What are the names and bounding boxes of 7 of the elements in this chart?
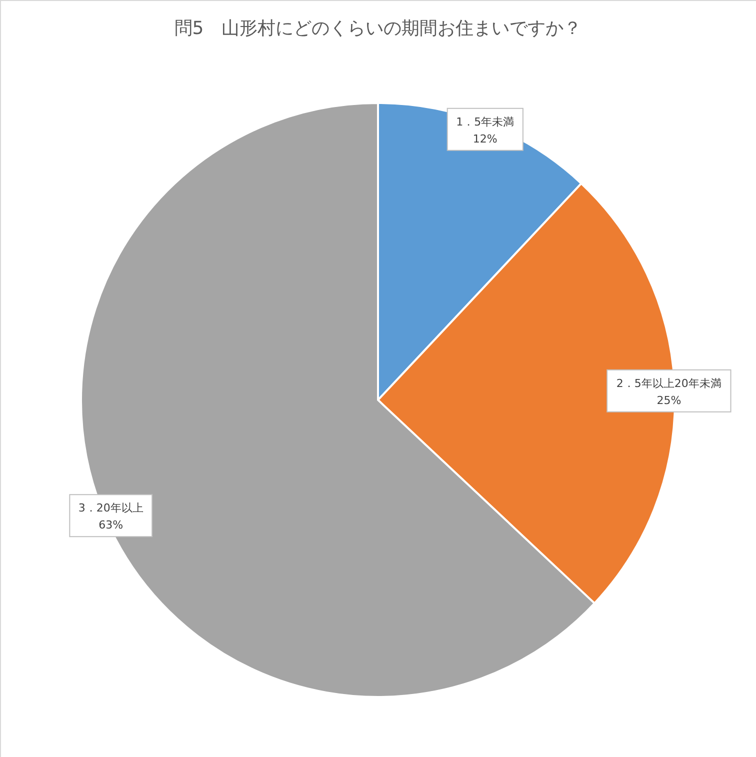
data-label: 63%	[98, 518, 124, 532]
slice-label: 2．5年以上20年未満	[616, 376, 722, 390]
chart-title: 問5 山形村にどのくらいの期間お住まいですか？	[174, 18, 582, 39]
slice-label: 1．5年未満	[456, 115, 514, 128]
slice-label: 3．20年以上	[78, 502, 144, 515]
data-label: 12%	[472, 132, 498, 146]
data-label: 25%	[656, 394, 682, 407]
